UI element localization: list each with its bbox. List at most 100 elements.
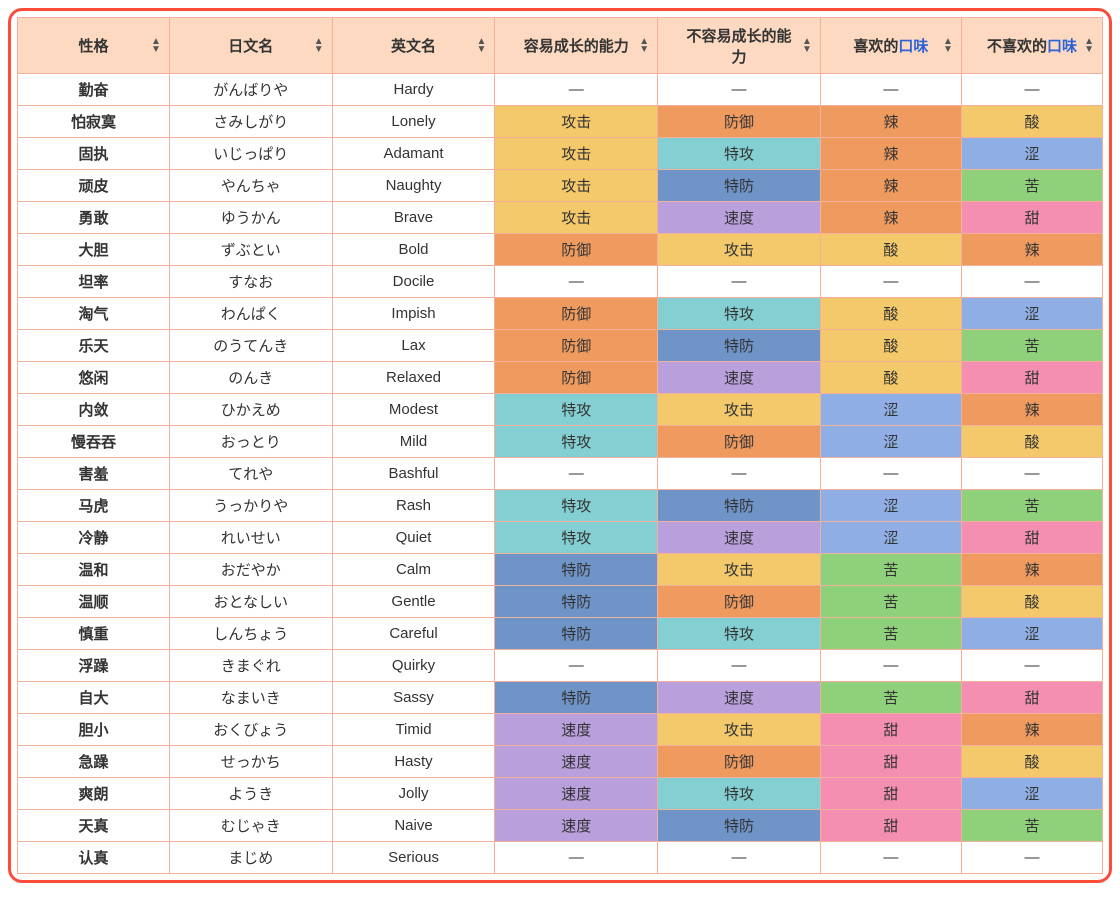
cell-like: 涩 [820,394,961,426]
cell-jp: ずぶとい [169,234,332,266]
cell-jp: おだやか [169,554,332,586]
cell-like: — [820,458,961,490]
sort-icon[interactable]: ▲▼ [802,38,812,54]
col-header-3[interactable]: 容易成长的能力▲▼ [495,18,658,74]
table-row: 坦率すなおDocile———— [18,266,1103,298]
cell-en: Bold [332,234,495,266]
cell-en: Impish [332,298,495,330]
cell-en: Docile [332,266,495,298]
cell-up: 特攻 [495,490,658,522]
col-header-2[interactable]: 英文名▲▼ [332,18,495,74]
table-row: 认真まじめSerious———— [18,842,1103,874]
cell-jp: まじめ [169,842,332,874]
cell-cn: 淘气 [18,298,170,330]
cell-up: 防御 [495,330,658,362]
cell-down: 攻击 [658,394,821,426]
cell-jp: さみしがり [169,106,332,138]
cell-jp: なまいき [169,682,332,714]
col-header-5[interactable]: 喜欢的口味▲▼ [820,18,961,74]
cell-like: 酸 [820,362,961,394]
sort-icon[interactable]: ▲▼ [1084,38,1094,54]
cell-down: 速度 [658,362,821,394]
cell-up: 攻击 [495,170,658,202]
table-body: 勤奋がんばりやHardy————怕寂寞さみしがりLonely攻击防御辣酸固执いじ… [18,74,1103,874]
cell-en: Naive [332,810,495,842]
table-row: 勤奋がんばりやHardy———— [18,74,1103,106]
sort-icon[interactable]: ▲▼ [151,38,161,54]
cell-jp: しんちょう [169,618,332,650]
sort-icon[interactable]: ▲▼ [639,38,649,54]
cell-up: 防御 [495,362,658,394]
cell-down: — [658,458,821,490]
cell-down: 特防 [658,810,821,842]
cell-down: 特攻 [658,618,821,650]
cell-like: 辣 [820,106,961,138]
cell-jp: きまぐれ [169,650,332,682]
cell-up: — [495,458,658,490]
cell-dislike: — [961,650,1102,682]
cell-dislike: 甜 [961,682,1102,714]
cell-en: Sassy [332,682,495,714]
cell-jp: せっかち [169,746,332,778]
col-header-label: 不容易成长的能力 [687,25,792,67]
cell-cn: 爽朗 [18,778,170,810]
cell-cn: 顽皮 [18,170,170,202]
table-row: 自大なまいきSassy特防速度苦甜 [18,682,1103,714]
table-header: 性格▲▼日文名▲▼英文名▲▼容易成长的能力▲▼不容易成长的能力▲▼喜欢的口味▲▼… [18,18,1103,74]
header-link[interactable]: 口味 [1047,38,1077,55]
cell-jp: ひかえめ [169,394,332,426]
cell-dislike: 苦 [961,490,1102,522]
cell-down: 特防 [658,330,821,362]
cell-en: Serious [332,842,495,874]
cell-jp: れいせい [169,522,332,554]
cell-down: — [658,266,821,298]
cell-jp: ゆうかん [169,202,332,234]
cell-cn: 浮躁 [18,650,170,682]
table-row: 淘气わんぱくImpish防御特攻酸涩 [18,298,1103,330]
col-header-1[interactable]: 日文名▲▼ [169,18,332,74]
cell-up: 特防 [495,682,658,714]
cell-up: 特攻 [495,394,658,426]
col-header-4[interactable]: 不容易成长的能力 ▲▼ [658,18,821,74]
cell-cn: 勇敢 [18,202,170,234]
cell-dislike: 甜 [961,522,1102,554]
cell-cn: 温顺 [18,586,170,618]
cell-up: 特攻 [495,426,658,458]
cell-jp: うっかりや [169,490,332,522]
cell-like: — [820,266,961,298]
sort-icon[interactable]: ▲▼ [314,38,324,54]
header-link[interactable]: 口味 [898,38,928,55]
cell-down: 特攻 [658,138,821,170]
cell-like: 甜 [820,778,961,810]
cell-like: — [820,842,961,874]
cell-jp: わんぱく [169,298,332,330]
cell-up: 攻击 [495,202,658,234]
cell-down: 特防 [658,490,821,522]
cell-jp: むじゃき [169,810,332,842]
cell-down: 防御 [658,586,821,618]
cell-up: 防御 [495,234,658,266]
cell-down: 防御 [658,106,821,138]
col-header-0[interactable]: 性格▲▼ [18,18,170,74]
table-row: 温和おだやかCalm特防攻击苦辣 [18,554,1103,586]
cell-like: 涩 [820,426,961,458]
cell-down: 速度 [658,682,821,714]
nature-table-frame: 性格▲▼日文名▲▼英文名▲▼容易成长的能力▲▼不容易成长的能力▲▼喜欢的口味▲▼… [8,8,1112,883]
cell-dislike: 甜 [961,362,1102,394]
sort-icon[interactable]: ▲▼ [476,38,486,54]
cell-like: 甜 [820,810,961,842]
cell-dislike: 涩 [961,618,1102,650]
cell-up: — [495,650,658,682]
cell-en: Gentle [332,586,495,618]
col-header-6[interactable]: 不喜欢的口味▲▼ [961,18,1102,74]
cell-cn: 固执 [18,138,170,170]
cell-jp: いじっぱり [169,138,332,170]
table-row: 天真むじゃきNaive速度特防甜苦 [18,810,1103,842]
sort-icon[interactable]: ▲▼ [943,38,953,54]
table-row: 勇敢ゆうかんBrave攻击速度辣甜 [18,202,1103,234]
cell-up: 特攻 [495,522,658,554]
cell-dislike: 酸 [961,106,1102,138]
cell-cn: 乐天 [18,330,170,362]
cell-like: 酸 [820,298,961,330]
cell-en: Lax [332,330,495,362]
